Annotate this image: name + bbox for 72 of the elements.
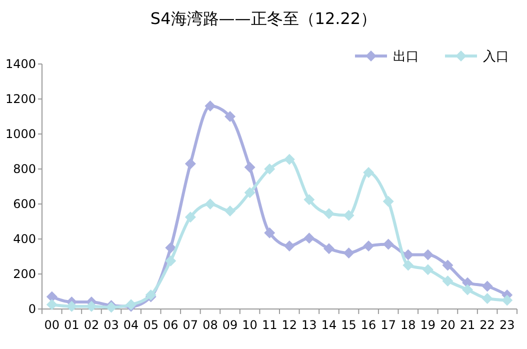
point: [165, 255, 176, 266]
y-tick-label: 1000: [5, 127, 36, 142]
point: [323, 208, 334, 220]
point: [422, 264, 434, 276]
point: [442, 260, 454, 271]
point: [382, 196, 394, 207]
x-tick-label: 15: [341, 318, 356, 332]
point: [284, 240, 295, 252]
x-tick-label: 18: [400, 318, 416, 332]
x-tick-label: 01: [64, 318, 80, 332]
point: [343, 248, 354, 258]
x-tick-label: 04: [123, 318, 139, 332]
point: [184, 212, 196, 223]
x-tick-label: 00: [44, 318, 60, 332]
x-tick-label: 16: [360, 318, 376, 332]
x-tick-label: 17: [380, 318, 396, 332]
x-tick-label: 22: [480, 318, 495, 332]
point: [442, 276, 454, 286]
x-tick-label: 19: [420, 318, 436, 332]
point: [66, 300, 78, 312]
point: [502, 294, 513, 306]
x-tick-label: 14: [321, 318, 337, 332]
point: [422, 249, 434, 260]
x-tick-label: 12: [282, 318, 298, 332]
x-tick-label: 03: [104, 318, 119, 332]
point: [482, 293, 493, 304]
legend-label: 出口: [393, 50, 419, 65]
x-tick-label: 05: [143, 318, 158, 332]
point: [184, 158, 196, 170]
point: [284, 154, 295, 165]
point: [244, 162, 256, 173]
point: [165, 242, 176, 254]
x-tick-label: 09: [222, 318, 238, 332]
point: [224, 206, 236, 216]
x-tick-label: 21: [460, 318, 476, 332]
x-tick-label: 11: [262, 318, 278, 332]
x-tick-label: 10: [242, 318, 258, 332]
y-tick-label: 1400: [5, 57, 36, 72]
point: [86, 300, 97, 312]
point: [304, 232, 315, 244]
point: [304, 194, 315, 206]
point: [264, 227, 276, 238]
x-tick-label: 20: [440, 318, 456, 332]
point: [46, 291, 58, 302]
x-tick-label: 08: [202, 318, 218, 332]
y-tick-label: 200: [13, 267, 36, 282]
point: [264, 164, 276, 174]
chart-title: S4海湾路——正冬至（12.22）: [150, 9, 377, 28]
point: [323, 243, 334, 254]
point: [482, 280, 493, 292]
x-tick-label: 13: [302, 318, 317, 332]
x-tick-label: 23: [499, 318, 515, 332]
point: [363, 167, 374, 178]
x-tick-label: 07: [182, 318, 198, 332]
legend-label: 入口: [483, 50, 509, 65]
point: [224, 111, 236, 122]
point: [244, 187, 256, 198]
point: [204, 198, 216, 210]
point: [402, 260, 414, 271]
point: [204, 100, 216, 112]
point: [46, 299, 58, 310]
point: [343, 210, 354, 221]
x-tick-label: 02: [84, 318, 100, 332]
y-tick-label: 800: [13, 162, 36, 176]
y-tick-label: 600: [13, 197, 36, 212]
y-tick-label: 1200: [5, 92, 36, 106]
point: [462, 284, 474, 296]
point: [382, 238, 394, 250]
y-tick-label: 0: [28, 302, 36, 316]
point: [363, 240, 374, 252]
x-tick-label: 06: [163, 318, 178, 332]
y-tick-label: 400: [13, 232, 36, 246]
